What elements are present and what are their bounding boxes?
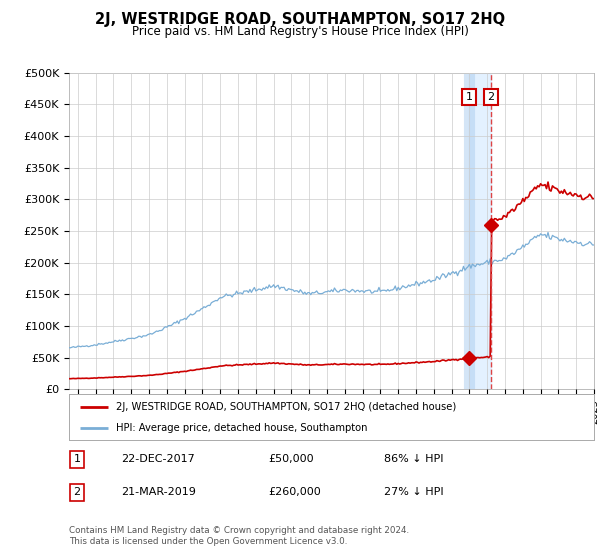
Text: 2J, WESTRIDGE ROAD, SOUTHAMPTON, SO17 2HQ (detached house): 2J, WESTRIDGE ROAD, SOUTHAMPTON, SO17 2H… xyxy=(116,402,457,412)
Text: 2: 2 xyxy=(73,487,80,497)
Text: 2: 2 xyxy=(488,92,494,102)
Text: 27% ↓ HPI: 27% ↓ HPI xyxy=(384,487,443,497)
Bar xyxy=(469,73,491,389)
Text: 21-MAR-2019: 21-MAR-2019 xyxy=(121,487,196,497)
Text: HPI: Average price, detached house, Southampton: HPI: Average price, detached house, Sout… xyxy=(116,423,368,433)
Text: 86% ↓ HPI: 86% ↓ HPI xyxy=(384,454,443,464)
Text: 2J, WESTRIDGE ROAD, SOUTHAMPTON, SO17 2HQ: 2J, WESTRIDGE ROAD, SOUTHAMPTON, SO17 2H… xyxy=(95,12,505,27)
Text: Price paid vs. HM Land Registry's House Price Index (HPI): Price paid vs. HM Land Registry's House … xyxy=(131,25,469,38)
Text: Contains HM Land Registry data © Crown copyright and database right 2024.
This d: Contains HM Land Registry data © Crown c… xyxy=(69,526,409,546)
Text: £260,000: £260,000 xyxy=(269,487,321,497)
Text: 1: 1 xyxy=(466,92,472,102)
Text: £50,000: £50,000 xyxy=(269,454,314,464)
Text: 1: 1 xyxy=(73,454,80,464)
Text: 22-DEC-2017: 22-DEC-2017 xyxy=(121,454,195,464)
